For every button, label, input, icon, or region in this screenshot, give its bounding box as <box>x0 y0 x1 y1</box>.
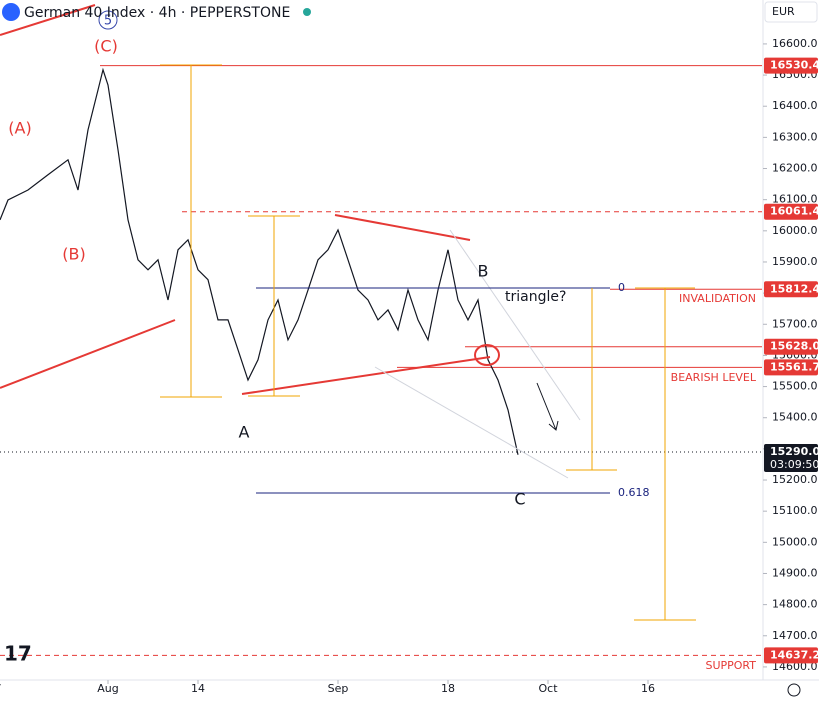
y-tick-label: 15400.0 <box>772 411 818 424</box>
arrow <box>536 382 559 431</box>
header-title[interactable]: German 40 Index · 4h · PEPPERSTONE <box>24 5 290 21</box>
price-label: 15812.4 <box>770 282 819 295</box>
settings-icon[interactable] <box>787 683 801 697</box>
channel-line <box>374 366 569 479</box>
annotation: BEARISH LEVEL <box>671 371 757 384</box>
trendline <box>334 214 471 241</box>
wave-circle <box>98 10 118 30</box>
wave-label: C <box>514 490 525 509</box>
x-tick-label: Oct <box>538 682 558 695</box>
wave-label: (C) <box>94 37 118 56</box>
y-tick-label: 16100.0 <box>772 193 818 206</box>
price-label-box <box>764 203 818 220</box>
wave-label: (B) <box>62 245 85 264</box>
price-label-box <box>764 338 818 355</box>
currency: EUR <box>772 5 795 18</box>
wave-label: B <box>478 262 489 281</box>
drawings <box>0 4 696 621</box>
y-tick-label: 16000.0 <box>772 224 818 237</box>
symbol-icon <box>2 3 20 21</box>
wave-label: 5 <box>104 14 112 29</box>
wave-label: A <box>239 423 250 442</box>
y-tick-label: 14900.0 <box>772 566 818 579</box>
price-label: 15561.7 <box>770 360 819 373</box>
trendline <box>0 4 96 36</box>
y-tick-label: 14700.0 <box>772 629 818 642</box>
status-dot <box>303 8 311 16</box>
price-line <box>0 67 519 455</box>
trendline <box>0 319 176 389</box>
price-label: 16061.4 <box>770 205 819 218</box>
annotation: triangle? <box>505 289 566 305</box>
price-label: 14637.2 <box>770 648 819 661</box>
y-tick-label: 16600.0 <box>772 37 818 50</box>
y-tick-label: 15100.0 <box>772 504 818 517</box>
highlight-circle <box>474 344 500 366</box>
annotation: SUPPORT <box>705 659 756 672</box>
countdown: 03:09:50 <box>770 458 819 471</box>
trendline <box>241 356 491 395</box>
channel-line <box>449 229 581 421</box>
y-tick-label: 15000.0 <box>772 535 818 548</box>
price-label-box <box>764 443 818 472</box>
x-tick-label: 18 <box>441 682 455 695</box>
annotation: INVALIDATION <box>679 292 756 305</box>
y-tick-label: 15500.0 <box>772 380 818 393</box>
y-tick-label: 16200.0 <box>772 162 818 175</box>
price-label: 15290.0 <box>770 445 819 458</box>
y-tick-label: 15200.0 <box>772 473 818 486</box>
x-tick-label: 14 <box>191 682 205 695</box>
price-label: 16530.4 <box>770 59 819 72</box>
wave-label: (A) <box>8 119 31 138</box>
x-tick-label: Sep <box>328 682 349 695</box>
y-tick-label: 14800.0 <box>772 598 818 611</box>
y-tick-label: 15900.0 <box>772 255 818 268</box>
logo: 𝟭𝟳 <box>4 642 32 666</box>
price-label-box <box>764 359 818 376</box>
price-label: 15628.0 <box>770 340 819 353</box>
price-label-box <box>764 57 818 74</box>
x-tick-label: Aug <box>97 682 118 695</box>
currency-box[interactable] <box>764 1 818 23</box>
price-label-box <box>764 647 818 664</box>
y-tick-label: 15700.0 <box>772 317 818 330</box>
y-tick-label: 16300.0 <box>772 130 818 143</box>
fib-label: 0.618 <box>618 486 650 499</box>
x-tick-label: 16 <box>641 682 655 695</box>
y-tick-label: 16400.0 <box>772 99 818 112</box>
fib-label: 0 <box>618 281 625 294</box>
price-label-box <box>764 281 818 298</box>
x-tick-label: 7 <box>0 682 2 695</box>
